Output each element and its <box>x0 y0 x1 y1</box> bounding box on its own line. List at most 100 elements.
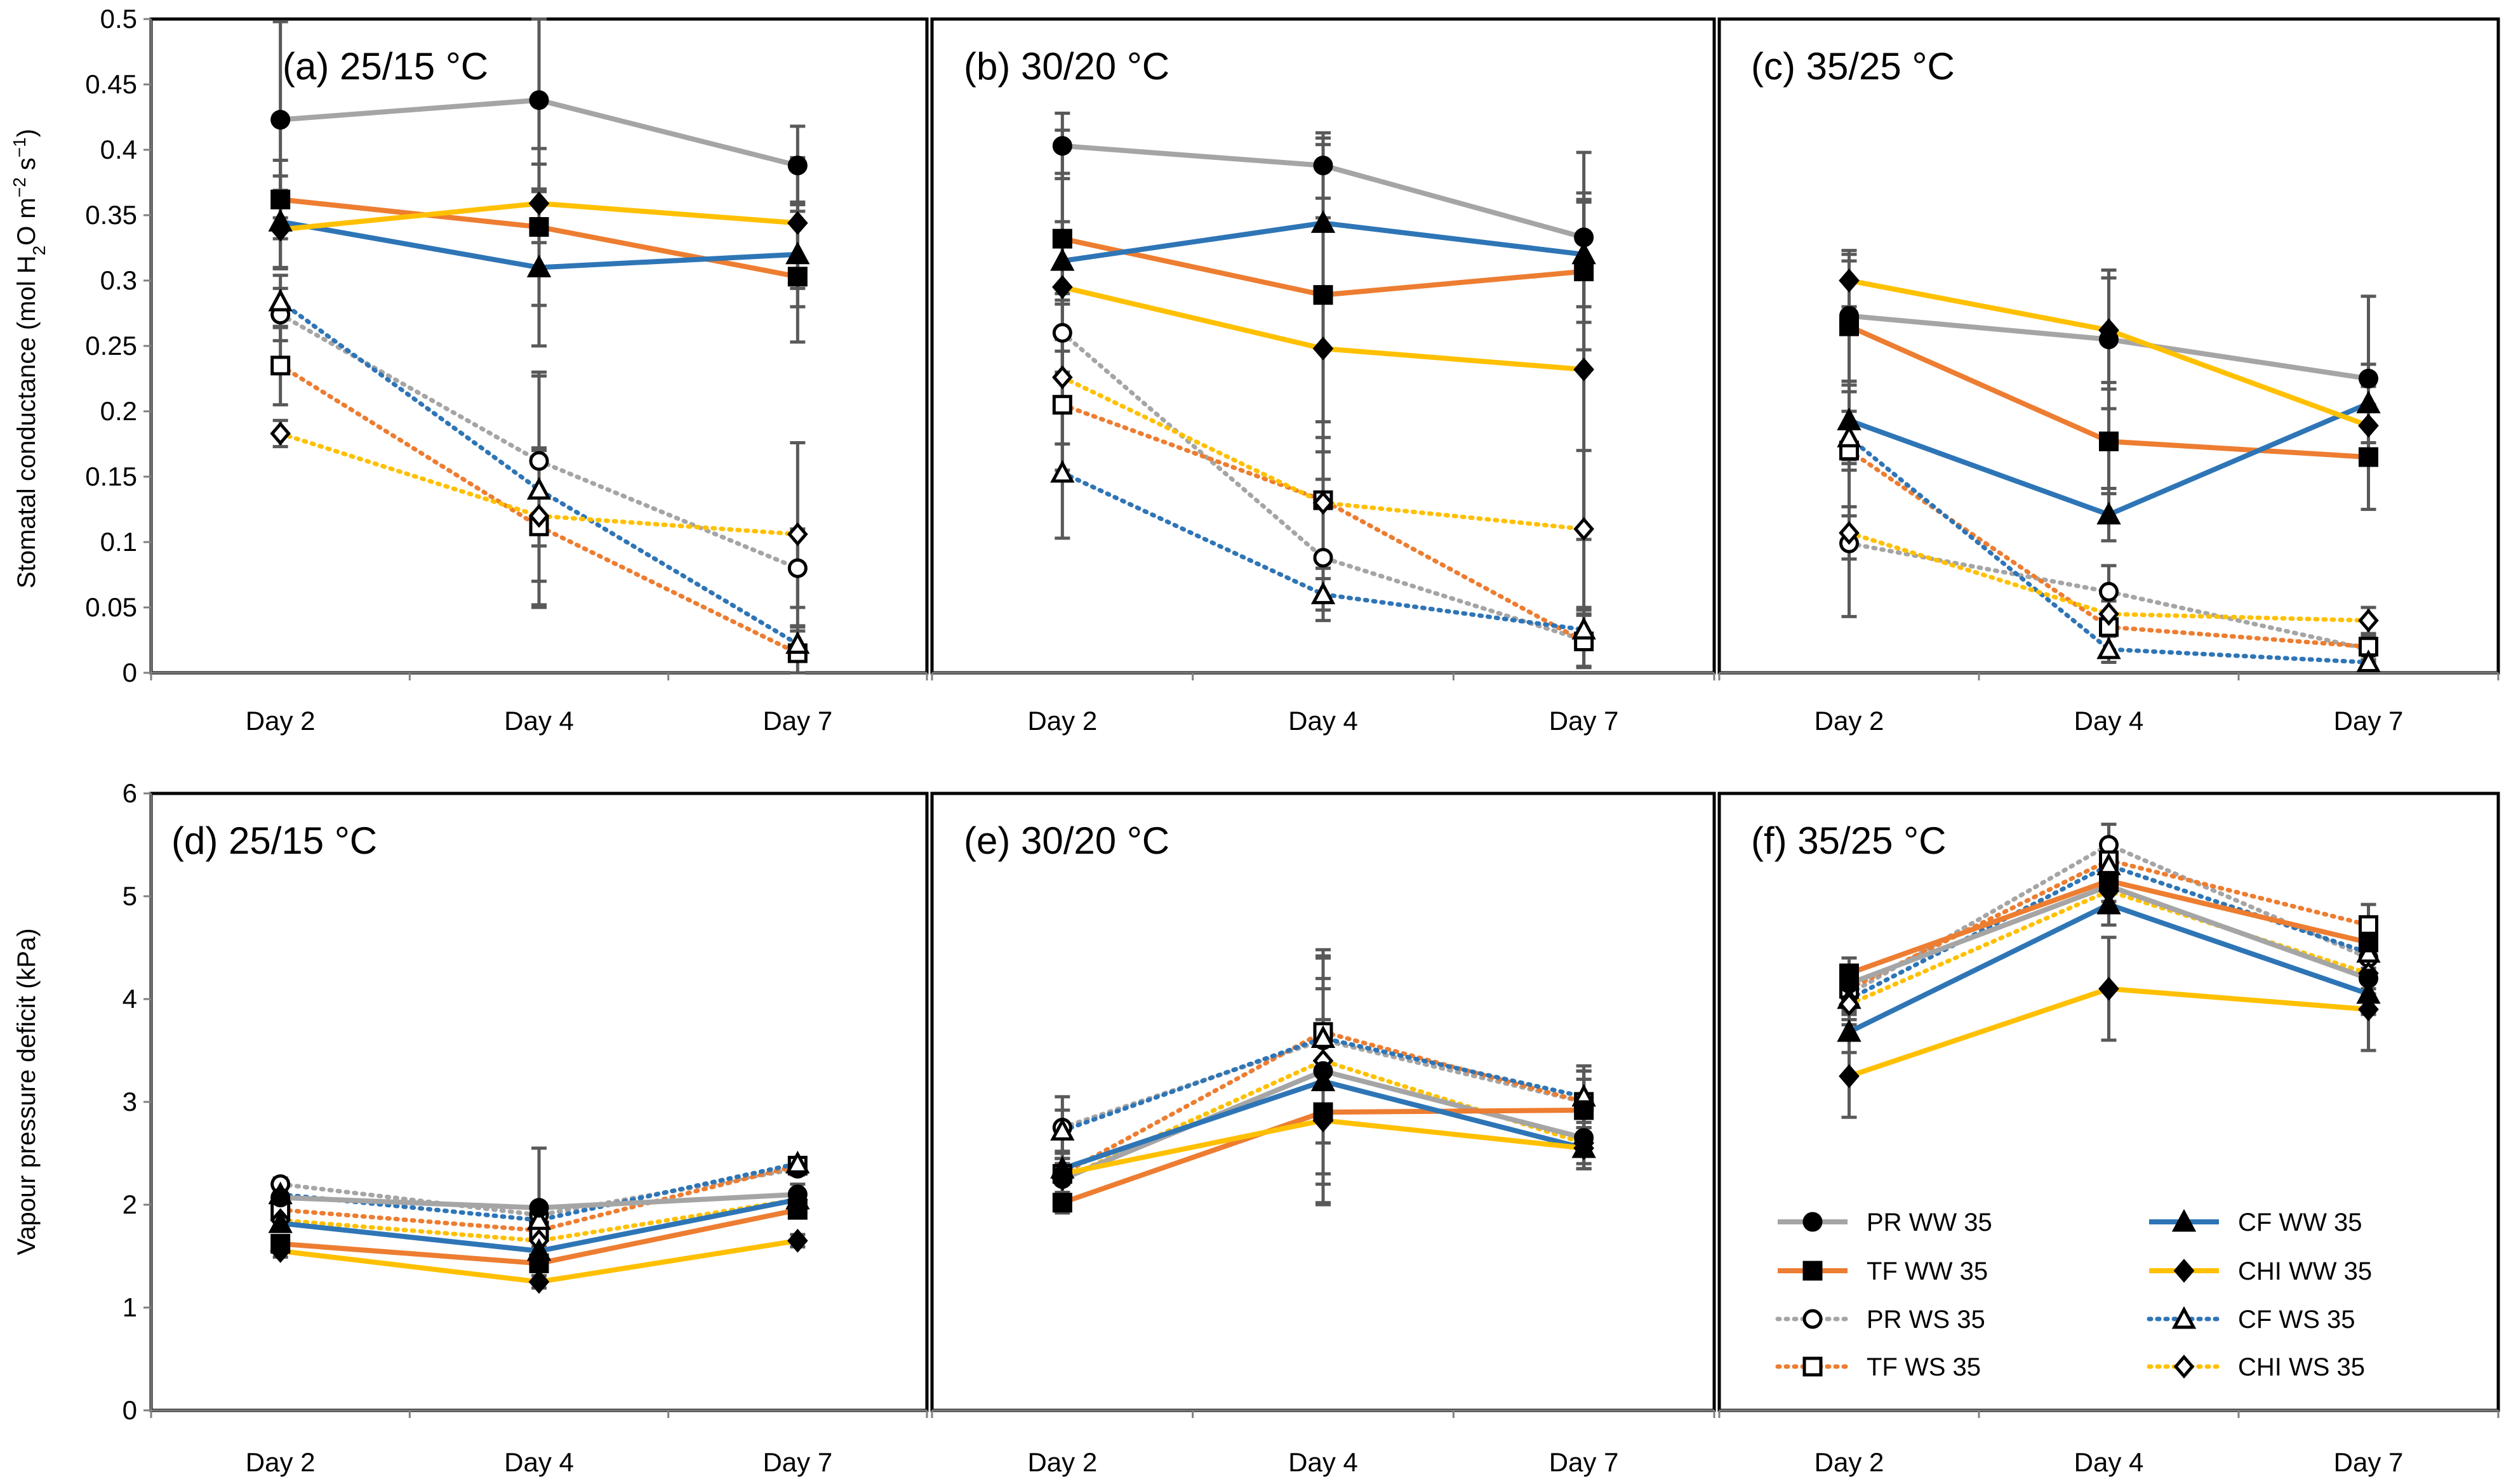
data-point-chi-ww-35 <box>1839 268 1860 293</box>
x-tick-label: Day 2 <box>1815 1447 1884 1477</box>
data-point-cf-ww-35 <box>526 1238 552 1261</box>
y-tick-label: 0.25 <box>85 331 137 361</box>
data-point-pr-ww-35 <box>270 110 291 130</box>
data-point-chi-ww-35 <box>2098 976 2119 1001</box>
data-point-chi-ww-35 <box>528 191 550 216</box>
legend-marker <box>2171 1306 2197 1329</box>
data-point-cf-ww-35 <box>785 241 810 265</box>
y-tick-label: 0.05 <box>85 592 137 622</box>
legend-item: TF WS 35 <box>1775 1353 1981 1381</box>
data-point-cf-ws-35 <box>1310 581 1336 604</box>
data-point-cf-ws-35 <box>268 288 293 312</box>
legend: PR WW 35 CF WW 35 TF WW 35 CHI WW 35 PR WS 3… <box>1775 1209 2372 1381</box>
data-point-cf-ww-35 <box>526 255 552 277</box>
data-point-tf-ww-35 <box>1313 285 1333 305</box>
data-point-cf-ws-35 <box>2096 636 2121 659</box>
legend-label: CHI WW 35 <box>2238 1257 2372 1285</box>
data-point-pr-ww-35 <box>529 90 549 110</box>
y-tick-label: 0.45 <box>85 69 137 99</box>
data-point-chi-ww-35 <box>2358 413 2379 438</box>
ylabel-stomatal: Stomatal conductance (mol H2O m−2 s−1) <box>10 129 49 588</box>
y-tick-label: 0.5 <box>100 4 137 34</box>
data-point-cf-ww-35 <box>1837 1019 1861 1042</box>
data-point-cf-ws-35 <box>1837 424 1861 447</box>
legend-marker <box>1802 1261 1823 1281</box>
legend-item: CHI WW 35 <box>2149 1257 2372 1285</box>
data-point-cf-ww-35 <box>2096 891 2121 915</box>
legend-item: CF WW 35 <box>2149 1209 2362 1236</box>
data-point-cf-ww-35 <box>268 1210 293 1233</box>
data-point-pr-ww-35 <box>1052 136 1072 156</box>
panel-b: Day 2 Day 4 Day 7 (b) 30/20 °C <box>930 17 1716 736</box>
data-point-chi-ws-35 <box>1052 365 1073 390</box>
data-point-chi-ww-35 <box>1839 1064 1860 1089</box>
data-point-chi-ws-35 <box>1839 992 1860 1016</box>
data-point-cf-ww-35 <box>2356 390 2381 414</box>
legend-item: PR WS 35 <box>1775 1306 1985 1334</box>
data-point-tf-ws-35 <box>2359 915 2378 935</box>
data-point-chi-ww-35 <box>1573 357 1594 381</box>
panel-e: Day 2 Day 4 Day 7 (e) 30/20 °C <box>930 792 1716 1477</box>
x-tick-label: Day 7 <box>2334 706 2404 736</box>
legend-item: TF WW 35 <box>1778 1257 1988 1285</box>
data-point-tf-ww-35 <box>2099 871 2119 891</box>
data-point-pr-ww-35 <box>1313 156 1333 176</box>
data-point-chi-ww-35 <box>1312 336 1334 361</box>
data-point-chi-ws-35 <box>2098 602 2119 626</box>
y-tick-label: 0.1 <box>100 527 137 557</box>
y-tick-label: 6 <box>123 778 137 808</box>
data-point-tf-ww-35 <box>787 267 808 287</box>
x-tick-label: Day 7 <box>2334 1447 2404 1477</box>
data-point-chi-ww-35 <box>1312 1108 1334 1132</box>
data-point-pr-ww-35 <box>529 1198 549 1218</box>
y-tick-label: 0.2 <box>100 396 137 426</box>
ylabel-stomatal-part: Stomatal conductance (mol H <box>13 255 41 588</box>
x-tick-label: Day 4 <box>504 706 574 736</box>
legend-label: TF WS 35 <box>1867 1353 1981 1381</box>
data-point-tf-ww-35 <box>1574 262 1594 282</box>
data-point-pr-ws-35 <box>1313 548 1333 568</box>
data-point-tf-ww-35 <box>1052 1193 1072 1213</box>
ylabel-stomatal-sup: −1 <box>10 137 29 157</box>
data-point-chi-ws-35 <box>787 522 808 547</box>
panel-frame <box>149 792 929 1412</box>
ylabel-stomatal-part: O m <box>13 197 41 246</box>
data-point-tf-ww-35 <box>1839 964 1859 983</box>
x-tick-label: Day 2 <box>246 1447 316 1477</box>
data-point-chi-ww-35 <box>787 211 808 235</box>
x-tick-label: Day 4 <box>2074 706 2144 736</box>
data-point-chi-ww-35 <box>1052 1162 1073 1186</box>
data-point-tf-ws-35 <box>270 355 291 376</box>
legend-label: PR WW 35 <box>1867 1209 1992 1236</box>
y-tick-label: 3 <box>123 1087 137 1116</box>
data-point-cf-ww-35 <box>1837 407 1861 430</box>
data-point-cf-ws-35 <box>785 631 810 654</box>
legend-item: CHI WS 35 <box>2147 1353 2365 1381</box>
y-tick-label: 4 <box>123 984 137 1014</box>
ylabel-stomatal-part: ) <box>13 129 41 137</box>
data-point-tf-ww-35 <box>529 217 549 237</box>
x-tick-label: Day 2 <box>246 706 316 736</box>
data-point-tf-ww-35 <box>1052 229 1072 249</box>
x-tick-label: Day 7 <box>763 1447 832 1477</box>
ylabel-stomatal-sub: 2 <box>29 246 49 256</box>
y-tick-label: 0.4 <box>100 135 137 164</box>
data-point-cf-ww-35 <box>1050 248 1075 271</box>
legend-marker <box>2173 1355 2195 1379</box>
data-point-cf-ww-35 <box>2096 501 2121 525</box>
panel-title: (e) 30/20 °C <box>964 819 1169 862</box>
y-tick-label: 0 <box>123 658 137 687</box>
legend-label: PR WS 35 <box>1867 1306 1985 1334</box>
legend-label: TF WW 35 <box>1867 1257 1988 1285</box>
y-tick-label: 0.15 <box>85 461 137 491</box>
data-point-pr-ws-35 <box>787 558 808 578</box>
panel-a: 0 0.05 0.1 0.15 0.2 0.25 0.3 0.35 0.4 0.45 0.5 Day … <box>85 4 929 736</box>
panel-d: 0 1 2 3 4 5 6 Day 2 Day 4 Day 7 (d) 25/15 °C <box>123 778 929 1477</box>
series-line-tf-ws-35 <box>1060 402 1587 644</box>
panel-title: (b) 30/20 °C <box>964 45 1169 88</box>
data-point-pr-ws-35 <box>2099 581 2119 602</box>
data-point-chi-ws-35 <box>270 421 291 446</box>
panel-title: (d) 25/15 °C <box>171 819 377 862</box>
panel-f: Day 2 Day 4 Day 7 (f) 35/25 °C <box>1717 792 2500 1477</box>
